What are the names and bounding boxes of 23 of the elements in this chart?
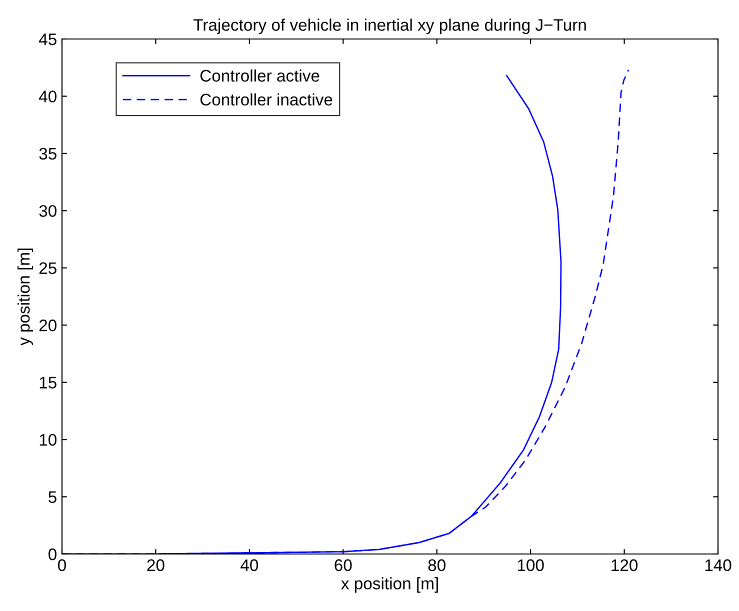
x-tick-label: 0 <box>58 559 66 572</box>
x-tick-label: 20 <box>147 559 164 572</box>
x-tick-label: 40 <box>240 559 258 572</box>
y-tick-label: 5 <box>48 491 56 503</box>
y-tick-label: 40 <box>38 90 56 102</box>
y-tick-label: 45 <box>38 34 56 46</box>
x-tick-label: 80 <box>428 559 446 572</box>
y-tick-label: 20 <box>39 320 56 332</box>
chart-title: Trajectory of vehicle in inertial xy plane during J−Turn <box>193 18 586 34</box>
x-tick-label: 140 <box>705 559 732 572</box>
y-tick-label: 15 <box>40 376 56 389</box>
y-tick-label: 35 <box>39 148 56 160</box>
x-tick-label: 120 <box>612 559 638 572</box>
x-tick-label: 100 <box>518 559 544 572</box>
y-tick-label: 0 <box>48 548 56 560</box>
x-tick-label: 60 <box>334 559 352 572</box>
x-axis-title: x position [m] <box>341 577 438 593</box>
y-tick-label: 10 <box>40 434 56 446</box>
y-tick-label: 30 <box>39 205 56 217</box>
y-axis-title: y position [m] <box>18 248 34 346</box>
legend-label: Controller inactive <box>200 93 332 106</box>
legend-label: Controller active <box>200 69 320 82</box>
y-tick-label: 25 <box>39 262 56 274</box>
